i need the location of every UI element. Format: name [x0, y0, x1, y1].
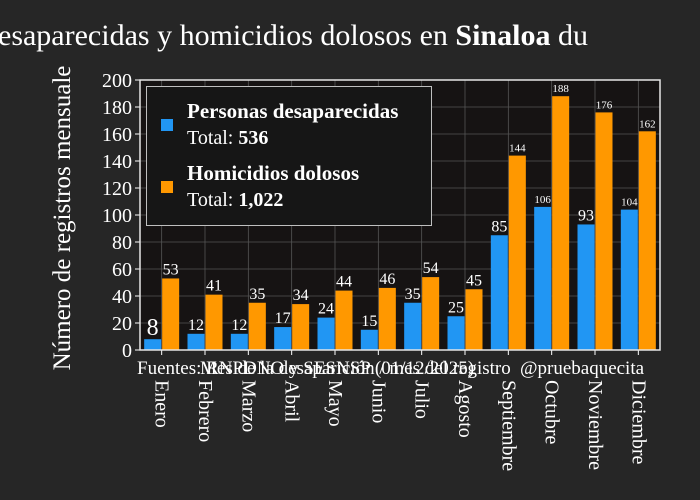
legend: Personas desaparecidas Total: 536 Homici…	[146, 86, 432, 226]
bar-homicidios-6	[422, 277, 440, 350]
bar-homicidios-2	[248, 302, 266, 350]
data-label-homicidios-11: 162	[639, 118, 656, 130]
data-label-desaparecidas-7: 25	[448, 299, 464, 316]
bar-desaparecidas-4	[317, 317, 335, 350]
data-label-desaparecidas-2: 12	[231, 317, 247, 334]
x-tick-label-11: Diciembre	[627, 380, 649, 465]
data-label-homicidios-2: 35	[249, 286, 265, 303]
bar-desaparecidas-2	[230, 333, 248, 350]
bar-desaparecidas-6	[404, 302, 422, 350]
data-label-desaparecidas-5: 15	[361, 313, 377, 330]
y-tick-label-10: 200	[102, 70, 132, 92]
bar-desaparecidas-10	[577, 224, 595, 350]
legend-total-desaparecidas: Total: 536	[187, 127, 269, 149]
data-label-homicidios-8: 144	[509, 143, 526, 155]
legend-label-homicidios: Homicidios dolosos	[187, 161, 360, 185]
bar-homicidios-8	[508, 155, 526, 350]
data-label-desaparecidas-0: 8	[147, 315, 159, 341]
x-tick-label-7: Agosto	[454, 380, 476, 438]
bar-homicidios-11	[638, 131, 656, 350]
bar-desaparecidas-3	[274, 327, 292, 350]
bar-desaparecidas-0	[144, 339, 162, 350]
data-label-desaparecidas-3: 17	[275, 310, 291, 327]
x-tick-label-5: Junio	[367, 380, 389, 423]
data-label-homicidios-1: 41	[206, 278, 222, 295]
watermark-text: @pruebaquecita	[520, 358, 645, 379]
y-tick-label-8: 160	[102, 124, 132, 146]
bar-homicidios-4	[335, 290, 353, 350]
y-axis-label: Número de registros mensuale	[49, 66, 76, 371]
y-tick-label-6: 120	[102, 178, 132, 200]
bar-homicidios-0	[162, 278, 180, 350]
data-label-homicidios-4: 44	[336, 274, 352, 291]
x-axis-ticks: Enero Febrero Marzo Abril Mayo Junio Julio Agos…	[151, 350, 649, 471]
data-label-homicidios-3: 34	[293, 287, 309, 304]
legend-swatch-homicidios	[161, 181, 173, 193]
bar-desaparecidas-7	[447, 316, 465, 350]
bar-homicidios-3	[292, 304, 310, 350]
data-label-desaparecidas-8: 85	[491, 218, 507, 235]
y-tick-label-3: 60	[112, 259, 132, 281]
y-tick-label-2: 40	[112, 286, 132, 308]
legend-total-homicidios: Total: 1,022	[187, 189, 284, 211]
x-tick-label-2: Marzo	[237, 380, 259, 432]
data-label-desaparecidas-6: 35	[405, 286, 421, 303]
data-label-homicidios-10: 176	[596, 99, 613, 111]
data-labels: 8 12 12 17 24 15 35 25 85 106 93 104 53 41 35 34 44 46 54 4…	[147, 83, 656, 341]
x-tick-label-1: Febrero	[194, 380, 216, 442]
y-tick-label-5: 100	[102, 205, 132, 227]
bar-desaparecidas-9	[534, 206, 552, 350]
bar-homicidios-5	[378, 287, 396, 350]
data-label-homicidios-9: 188	[552, 83, 569, 95]
overlay-text: Mes de la desaparición / mes del registr…	[200, 358, 511, 379]
x-tick-label-9: Octubre	[541, 380, 563, 445]
y-tick-label-1: 20	[112, 313, 132, 335]
chart-title: esaparecidas y homicidios dolosos en Sin…	[0, 19, 588, 52]
x-tick-label-3: Abril	[281, 380, 303, 423]
y-tick-label-9: 180	[102, 97, 132, 119]
bar-homicidios-1	[205, 294, 223, 350]
source-text: Fuentes: RNPDNO y SESNSP (01/12/2025)	[137, 358, 474, 379]
legend-swatch-desaparecidas	[161, 119, 173, 131]
data-label-desaparecidas-9: 106	[534, 194, 551, 206]
bar-homicidios-7	[465, 289, 483, 350]
legend-label-desaparecidas: Personas desaparecidas	[187, 99, 399, 123]
bar-desaparecidas-11	[620, 209, 638, 350]
data-label-homicidios-7: 45	[466, 272, 482, 289]
data-label-desaparecidas-10: 93	[578, 207, 594, 224]
data-label-desaparecidas-1: 12	[188, 317, 204, 334]
data-label-homicidios-5: 46	[379, 271, 395, 288]
y-tick-label-7: 140	[102, 151, 132, 173]
plot-frame	[139, 79, 661, 351]
data-label-homicidios-6: 54	[423, 260, 439, 277]
y-axis-ticks: 0 20 40 60 80 100 120 140 160 180 200	[102, 70, 140, 362]
data-label-desaparecidas-11: 104	[621, 197, 638, 209]
x-tick-label-10: Noviembre	[584, 380, 606, 470]
x-tick-label-0: Enero	[151, 380, 173, 428]
bar-desaparecidas-5	[360, 329, 378, 350]
y-tick-label-4: 80	[112, 232, 132, 254]
bar-homicidios-10	[595, 112, 613, 351]
x-tick-label-6: Julio	[411, 380, 433, 419]
data-label-desaparecidas-4: 24	[318, 301, 334, 318]
x-tick-label-8: Septiembre	[497, 380, 519, 471]
bar-desaparecidas-1	[187, 333, 205, 350]
bars	[144, 96, 656, 351]
bar-homicidios-9	[552, 96, 570, 350]
data-label-homicidios-0: 53	[163, 261, 179, 278]
x-tick-label-4: Mayo	[324, 380, 346, 427]
bar-desaparecidas-8	[490, 235, 508, 350]
y-tick-label-0: 0	[122, 340, 132, 362]
